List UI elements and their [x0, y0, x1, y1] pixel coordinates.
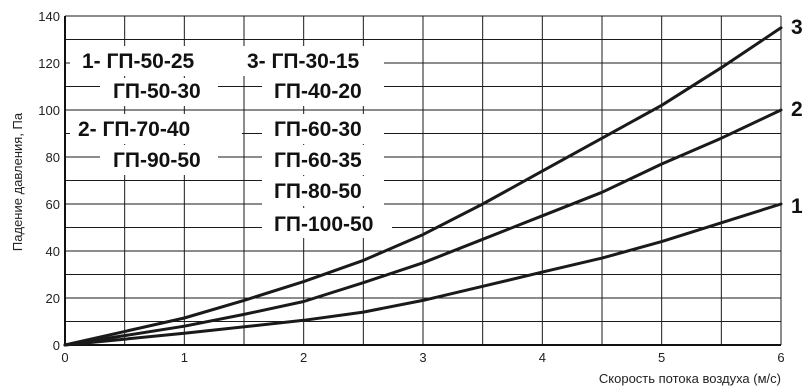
x-tick-label: 1: [181, 350, 188, 365]
legend-backdrop: [236, 46, 384, 76]
legend: 1- ГП-50-25 ГП-50-30 2- ГП-70-40 ГП-90-5…: [78, 50, 373, 236]
legend-group3-item-6: ГП-100-50: [274, 213, 373, 236]
y-tick-label: 80: [46, 150, 60, 165]
x-tick-label: 3: [419, 350, 426, 365]
curve-label-3: 3: [791, 16, 803, 39]
legend-backdrop: [262, 76, 384, 106]
y-tick-label: 120: [38, 56, 60, 71]
legend-background: [70, 46, 392, 238]
legend-group2-item-1: 2- ГП-70-40: [78, 118, 190, 141]
y-tick-label: 60: [46, 197, 60, 212]
legend-group3-item-5: ГП-80-50: [274, 180, 362, 203]
legend-group3-item-3: ГП-60-30: [274, 118, 362, 141]
curve-label-2: 2: [791, 98, 803, 121]
legend-group2-item-2: ГП-90-50: [113, 149, 201, 172]
series-lines: [63, 26, 783, 347]
curve-label-1: 1: [791, 195, 803, 218]
legend-group3-item-4: ГП-60-35: [274, 149, 362, 172]
legend-backdrop: [70, 46, 242, 76]
y-axis-label: Падение давления, Па: [10, 112, 25, 251]
y-tick-label: 140: [38, 9, 60, 24]
legend-backdrop: [262, 208, 392, 238]
axes: [64, 16, 781, 346]
legend-backdrop: [100, 78, 218, 106]
x-tick-label: 6: [777, 350, 784, 365]
x-tick-label: 0: [61, 350, 68, 365]
legend-backdrop: [100, 145, 218, 175]
y-tick-label: 40: [46, 244, 60, 259]
y-tick-label: 0: [53, 338, 60, 353]
series-line-3: [63, 26, 783, 347]
legend-group3-item-2: ГП-40-20: [274, 80, 362, 103]
legend-backdrop: [262, 176, 384, 206]
legend-group1-item-1: 1- ГП-50-25: [82, 50, 195, 73]
legend-backdrop: [262, 114, 384, 144]
x-tick-label: 4: [539, 350, 546, 365]
legend-backdrop: [262, 145, 384, 175]
y-tick-label: 100: [38, 103, 60, 118]
legend-group1-item-2: ГП-50-30: [113, 80, 201, 103]
legend-group3-item-1: 3- ГП-30-15: [247, 50, 360, 73]
x-tick-label: 5: [658, 350, 665, 365]
legend-backdrop: [70, 114, 242, 144]
x-axis-label: Скорость потока воздуха (м/с): [599, 371, 781, 386]
series-line-2: [63, 108, 783, 347]
y-tick-label: 20: [46, 291, 60, 306]
series-line-1: [63, 202, 783, 347]
x-tick-label: 2: [300, 350, 307, 365]
